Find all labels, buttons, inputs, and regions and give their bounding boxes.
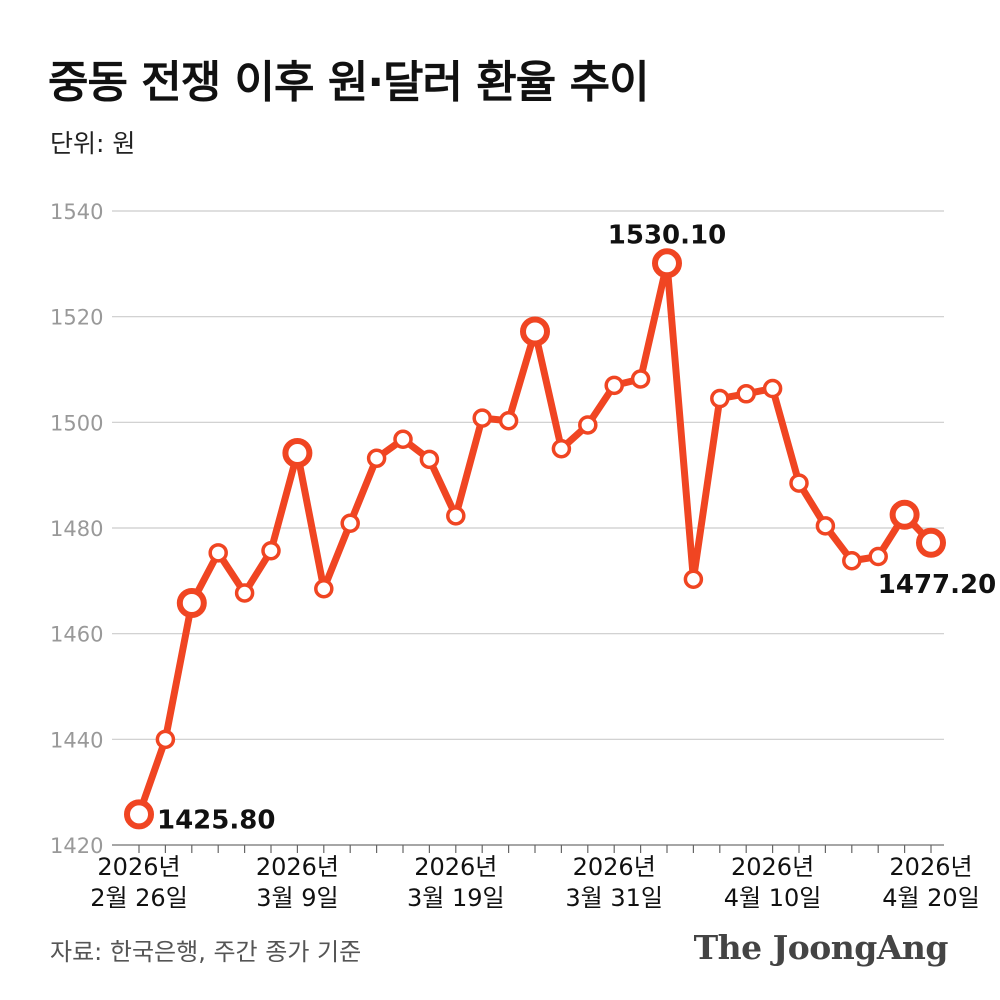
data-point bbox=[868, 546, 888, 567]
data-label: 1477.20 bbox=[878, 570, 996, 600]
data-point bbox=[551, 439, 572, 459]
data-point bbox=[916, 527, 946, 558]
data-point bbox=[261, 540, 281, 561]
data-point bbox=[124, 799, 154, 830]
data-point bbox=[155, 729, 176, 750]
data-point bbox=[314, 579, 334, 599]
data-point bbox=[208, 543, 228, 563]
brand-logo: The JoongAng bbox=[693, 928, 949, 967]
x-tick-label: 2026년 2월 26일 bbox=[90, 853, 188, 912]
axis-layer: 1420 1440 1460 1480 1500 1520 1540 2026년 2월 26일 2… bbox=[50, 200, 980, 912]
label-layer: 1425.80 1530.10 1477.20 bbox=[157, 220, 996, 835]
x-tick-label: 2026년 3월 19일 bbox=[407, 853, 505, 912]
grid-layer bbox=[112, 210, 944, 846]
point-layer bbox=[124, 248, 946, 830]
data-point bbox=[520, 316, 550, 347]
data-point bbox=[282, 437, 313, 468]
data-point bbox=[762, 378, 783, 399]
data-point bbox=[815, 516, 836, 536]
data-point bbox=[472, 408, 492, 428]
y-tick-label: 1540 bbox=[50, 200, 103, 224]
data-point bbox=[393, 429, 413, 449]
data-point bbox=[736, 384, 756, 404]
data-label: 1530.10 bbox=[608, 220, 726, 250]
data-point bbox=[176, 588, 207, 619]
data-point bbox=[419, 449, 440, 470]
data-point bbox=[789, 473, 809, 493]
y-tick-label: 1420 bbox=[50, 834, 103, 858]
data-point bbox=[604, 375, 624, 396]
chart-title: 중동 전쟁 이후 원·달러 환율 추이 bbox=[48, 57, 650, 108]
data-point bbox=[578, 415, 598, 435]
data-point bbox=[652, 248, 682, 279]
data-point bbox=[366, 448, 387, 469]
data-point bbox=[889, 499, 920, 530]
y-tick-label: 1500 bbox=[50, 411, 103, 435]
data-point bbox=[683, 569, 704, 589]
x-tick-label: 2026년 3월 9일 bbox=[256, 853, 339, 912]
y-tick-label: 1460 bbox=[50, 623, 103, 647]
data-point bbox=[630, 369, 651, 389]
y-tick-label: 1480 bbox=[50, 517, 103, 541]
data-point bbox=[234, 583, 255, 603]
data-point bbox=[446, 506, 466, 526]
y-tick-label: 1440 bbox=[50, 728, 103, 752]
source-note: 자료: 한국은행, 주간 종가 기준 bbox=[50, 938, 362, 966]
x-tick-label: 2026년 4월 10일 bbox=[724, 853, 822, 912]
y-tick-label: 1520 bbox=[50, 306, 103, 330]
unit-label: 단위: 원 bbox=[50, 129, 136, 158]
data-point bbox=[710, 388, 730, 409]
data-point bbox=[340, 513, 360, 533]
data-point bbox=[498, 410, 519, 431]
x-tick-label: 2026년 4월 20일 bbox=[882, 853, 980, 912]
x-tick-label: 2026년 3월 31일 bbox=[565, 853, 663, 912]
data-label: 1425.80 bbox=[157, 805, 275, 835]
data-point bbox=[842, 551, 862, 571]
